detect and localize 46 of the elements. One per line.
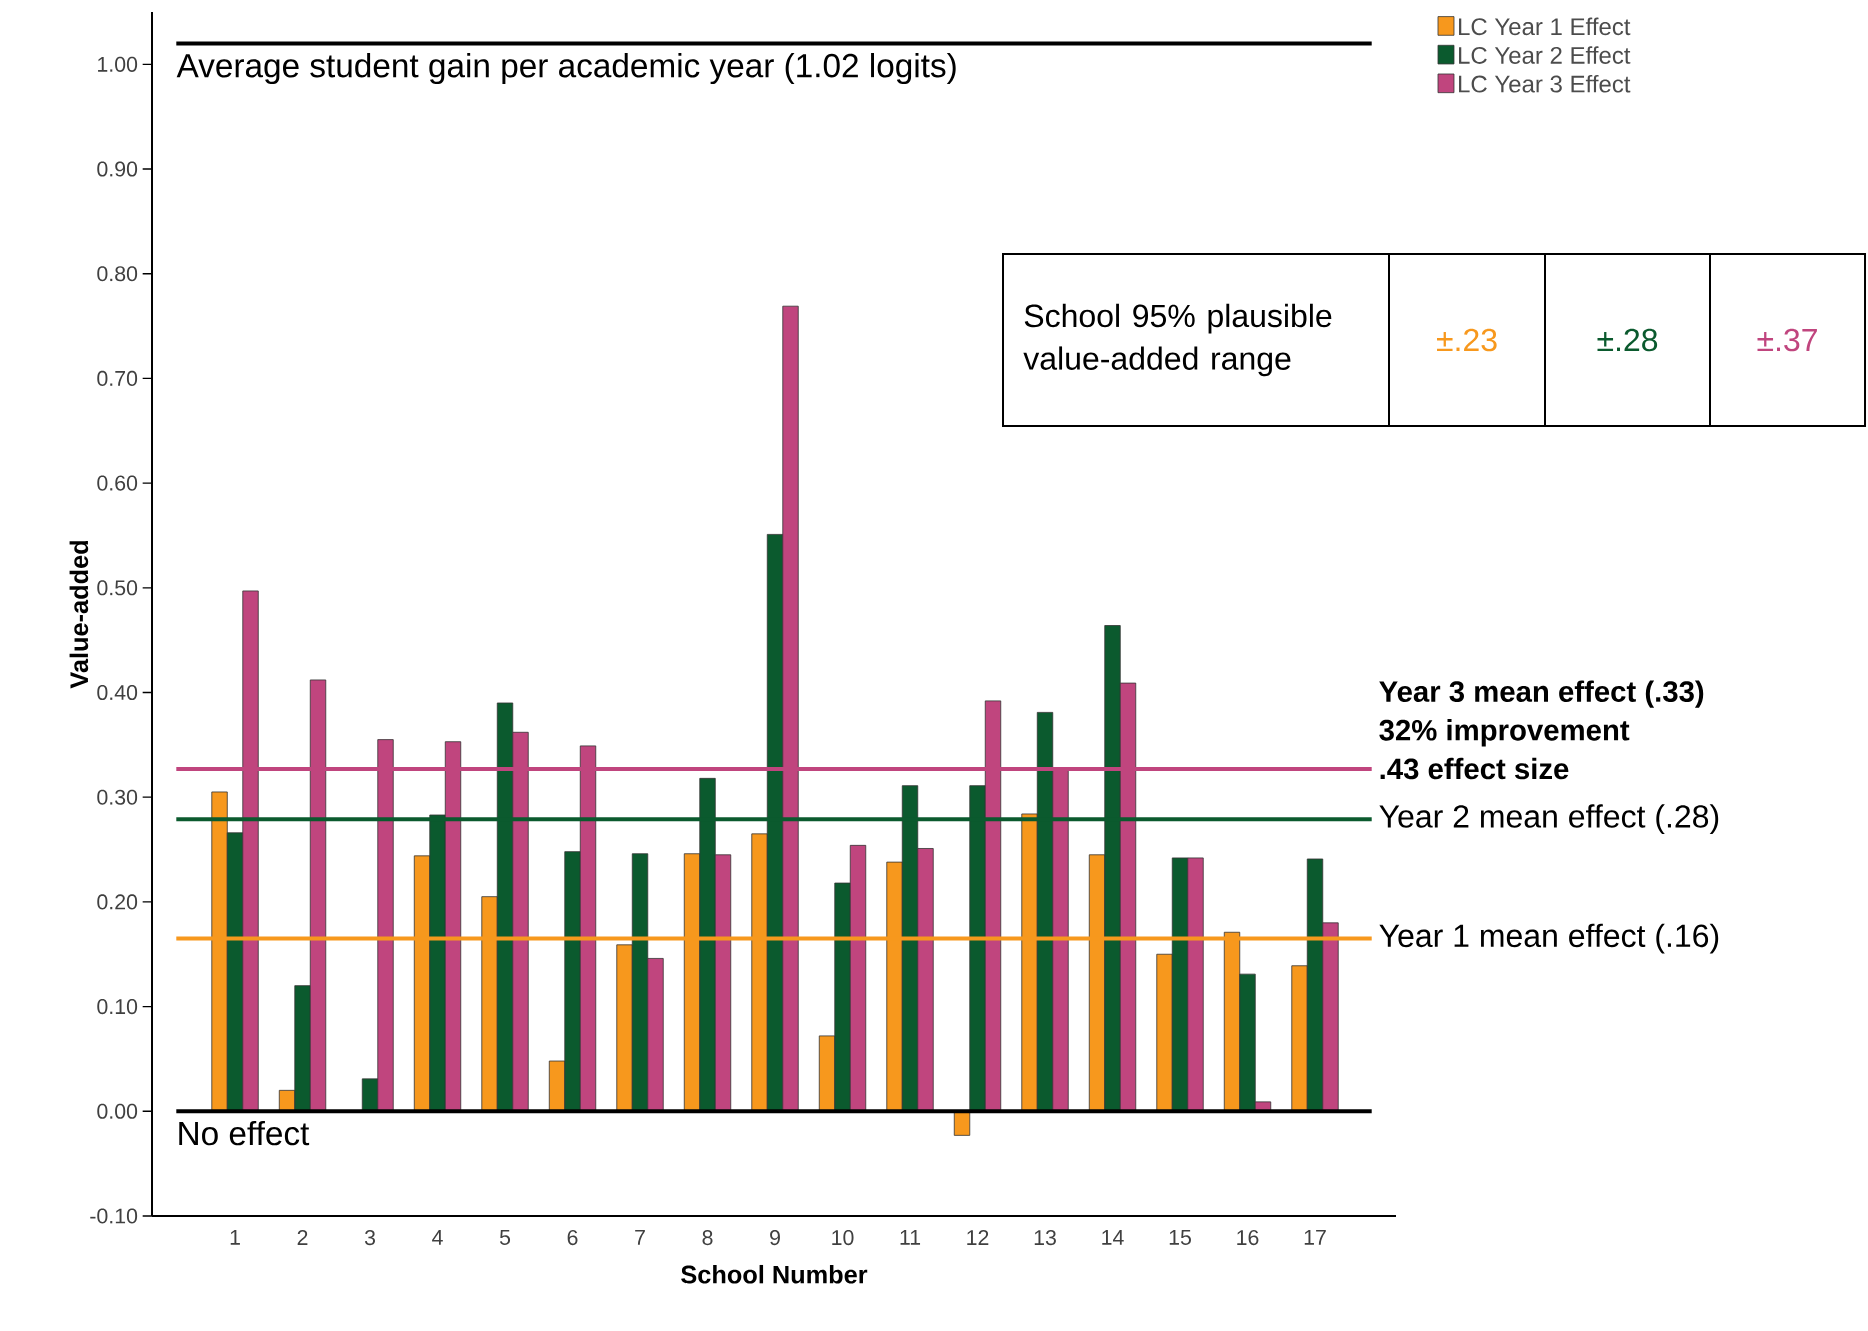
x-tick-label: 15 [1169,1230,1191,1245]
text: .43 effect size [1380,757,1569,780]
y-tick-label: 0.90 [97,161,138,177]
x-tick-label: 2 [297,1230,308,1245]
y-tick-label: 0.30 [97,789,138,805]
ref-line-label: Year 1 mean effect (.16) [1379,923,1719,954]
x-tick-label: 3 [364,1230,376,1246]
x-tick-label: 4 [432,1230,443,1245]
x-tick-label: 7 [635,1230,645,1245]
x-tick-label: 5 [499,1230,511,1245]
x-tick-label: 9 [770,1230,780,1246]
y-tick-label: 0.20 [97,894,138,910]
legend-label: LC Year 1 Effect [1459,17,1631,36]
x-tick-label: 6 [567,1230,578,1246]
x-tick-label: 10 [832,1230,854,1246]
ref-line-label: Year 2 mean effect (.28) [1379,804,1719,835]
y-axis-title: Value-added [69,541,89,689]
text: 32% improvement [1379,719,1630,747]
y-tick-label: 0.10 [97,999,138,1015]
y-tick-label: 0.70 [97,370,138,386]
y-tick-label: 0.50 [97,580,138,596]
x-tick-label: 14 [1102,1230,1124,1245]
y-tick-label: 0.80 [97,266,138,282]
legend-label: LC Year 3 Effect [1459,74,1631,93]
y-tick-label: 0.00 [97,1103,138,1119]
x-tick-label: 8 [702,1230,713,1246]
legend-label: LC Year 2 Effect [1459,46,1631,64]
ref-line-label: No effect [179,1120,310,1146]
y-tick-label: 0.40 [97,684,138,701]
y-tick-label: -0.10 [90,1208,138,1224]
x-tick-label: 1 [230,1230,240,1245]
annotation: School 95% plausible value-added range [1023,303,1332,377]
x-tick-label: 16 [1237,1230,1259,1246]
text: ±.37 [1757,328,1817,352]
y-tick-label: 0.60 [97,475,138,491]
ref-line-label: Year 3 mean effect (.33) [1379,680,1704,708]
text: ±.28 [1597,328,1658,352]
y-tick-label: 1.00 [98,56,138,72]
x-axis-title: School Number [681,1264,868,1284]
x-tick-label: 11 [900,1230,921,1245]
x-tick-label: 13 [1034,1230,1056,1246]
text: ±.23 [1437,328,1497,352]
x-tick-label: 12 [967,1230,989,1245]
x-tick-label: 17 [1304,1230,1326,1245]
bar [953,1110,971,1136]
ref-line-label: Average student gain per academic year (1.02 logits) [176,52,956,85]
